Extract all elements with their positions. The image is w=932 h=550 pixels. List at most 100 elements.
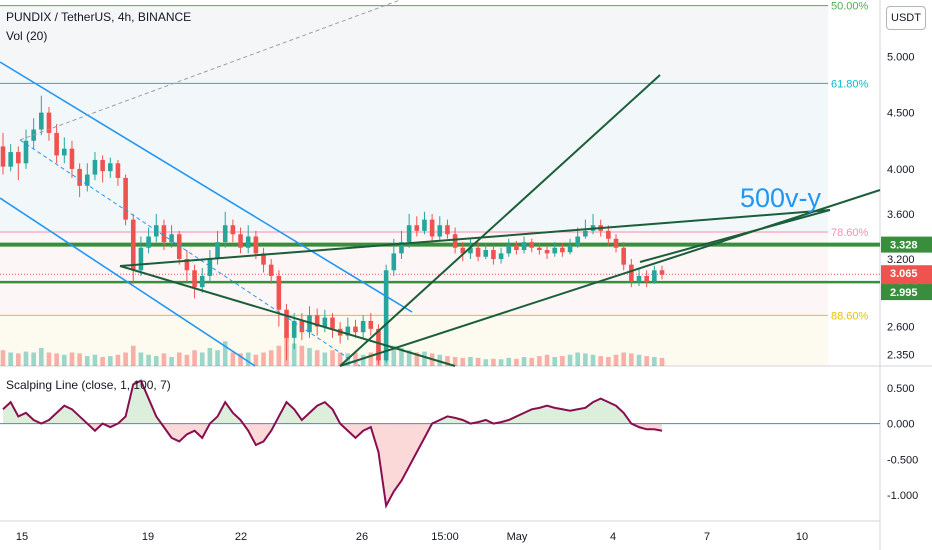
volume-bar [199, 352, 205, 366]
oscillator-fill [255, 423, 264, 445]
candle-body [23, 140, 29, 164]
candle-body [644, 275, 649, 282]
candle-body [475, 247, 481, 257]
candle-body [659, 270, 665, 275]
oscillator-fill [531, 407, 540, 424]
volume-bar [253, 354, 259, 366]
volume-bar [414, 352, 420, 366]
trendline-drawings[interactable] [0, 0, 881, 367]
oscillator-fill [71, 409, 80, 424]
candle-body [146, 236, 151, 248]
chart-annotation-text[interactable]: 500v-y [740, 183, 822, 213]
oscillator-fill [554, 407, 563, 424]
volume-bar [337, 352, 343, 366]
volume-bar [590, 354, 596, 366]
oscillator-fill [263, 423, 272, 442]
candle-body [567, 245, 573, 253]
dark-trendline-5 [639, 209, 831, 263]
oscillator-tick-label: -1.000 [887, 490, 918, 502]
oscillator-tick-label: -0.500 [887, 454, 918, 466]
dark-trendline-3 [339, 74, 661, 367]
volume-bar [406, 350, 412, 366]
oscillator-fill [600, 398, 609, 424]
volume-bar [123, 352, 128, 366]
candle-body [161, 225, 167, 243]
candle-body [422, 219, 427, 231]
oscillator-fill [378, 423, 387, 506]
candle-body [506, 245, 512, 254]
candle-body [46, 112, 52, 133]
candle-body [107, 163, 113, 172]
volume-bar [621, 352, 626, 366]
dark-trendline-1 [119, 265, 456, 367]
volume-bar [169, 357, 174, 366]
candle-body [452, 234, 458, 248]
volume-bar [192, 350, 197, 366]
volume-bar [31, 352, 36, 366]
time-tick-label: 10 [796, 531, 808, 543]
indicator-legend[interactable]: Scalping Line (close, 1, 100, 7) [6, 378, 171, 392]
currency-toggle-button[interactable]: USDT [886, 6, 926, 30]
volume-bar [238, 353, 243, 366]
time-axis[interactable]: 15 19 22 26 15:00 May 4 7 10 [16, 531, 808, 543]
volume-bar [422, 351, 427, 366]
volume-bar [215, 350, 220, 366]
candle-body [215, 242, 220, 260]
candle-body [284, 309, 289, 338]
volume-bar [460, 357, 466, 366]
blue-channel-mid [19, 139, 361, 367]
volume-bar [583, 353, 588, 366]
time-tick-label: 22 [235, 531, 247, 543]
candle-body [414, 225, 420, 231]
candle-body [0, 146, 6, 167]
candle-body [138, 247, 144, 271]
candle-body [460, 247, 466, 254]
volume-bar [54, 353, 59, 366]
fib-level-label: 50.00% [831, 1, 869, 13]
oscillator-fill [171, 423, 180, 442]
scalping-line [2, 379, 663, 509]
price-badge [881, 236, 932, 253]
candle-body [39, 112, 44, 130]
oscillator-fill [646, 423, 655, 430]
oscillator-tick-label: 0.000 [887, 419, 915, 431]
oscillator-fill [355, 423, 364, 438]
oscillator-fill [56, 405, 65, 424]
symbol-title[interactable]: PUNDIX / TetherUS, 4h, BINANCE [6, 10, 192, 24]
volume-bar [360, 354, 366, 366]
candle-body [199, 275, 205, 288]
candle-body [130, 219, 136, 271]
blue-channel-lower [0, 197, 256, 367]
candle-body [54, 132, 59, 156]
volume-bar [161, 353, 167, 366]
volume-bar [0, 350, 6, 366]
candle-body [238, 234, 243, 248]
volume-bar [521, 357, 527, 366]
time-tick-label: 4 [610, 531, 616, 543]
oscillator-tick-label: 0.500 [887, 383, 915, 395]
volume-bar [100, 357, 105, 366]
candle-body [16, 152, 21, 164]
candle-body [399, 242, 404, 254]
candle-body [437, 225, 443, 237]
candle-body [92, 159, 98, 175]
oscillator-fill [194, 423, 203, 438]
candle-body [222, 225, 228, 243]
oscillator-fill [562, 409, 571, 424]
candle-body [77, 168, 82, 186]
candle-body [468, 247, 473, 254]
oscillator-fill [225, 402, 233, 424]
candle-body [69, 148, 75, 169]
price-axis[interactable]: 5.000 4.500 4.000 3.600 3.200 2.600 2.350 3.328… [881, 51, 932, 502]
volume-bar [506, 357, 512, 366]
volume-bar [314, 350, 320, 366]
volume-bar [84, 356, 90, 366]
volume-bar [222, 341, 228, 366]
time-tick-label: 26 [356, 531, 368, 543]
volume-legend[interactable]: Vol (20) [6, 29, 48, 43]
candle-body [560, 247, 565, 253]
volume-bar [92, 354, 98, 366]
oscillator-fill [317, 402, 325, 424]
oscillator-fill [616, 405, 624, 424]
candle-body [606, 230, 611, 239]
